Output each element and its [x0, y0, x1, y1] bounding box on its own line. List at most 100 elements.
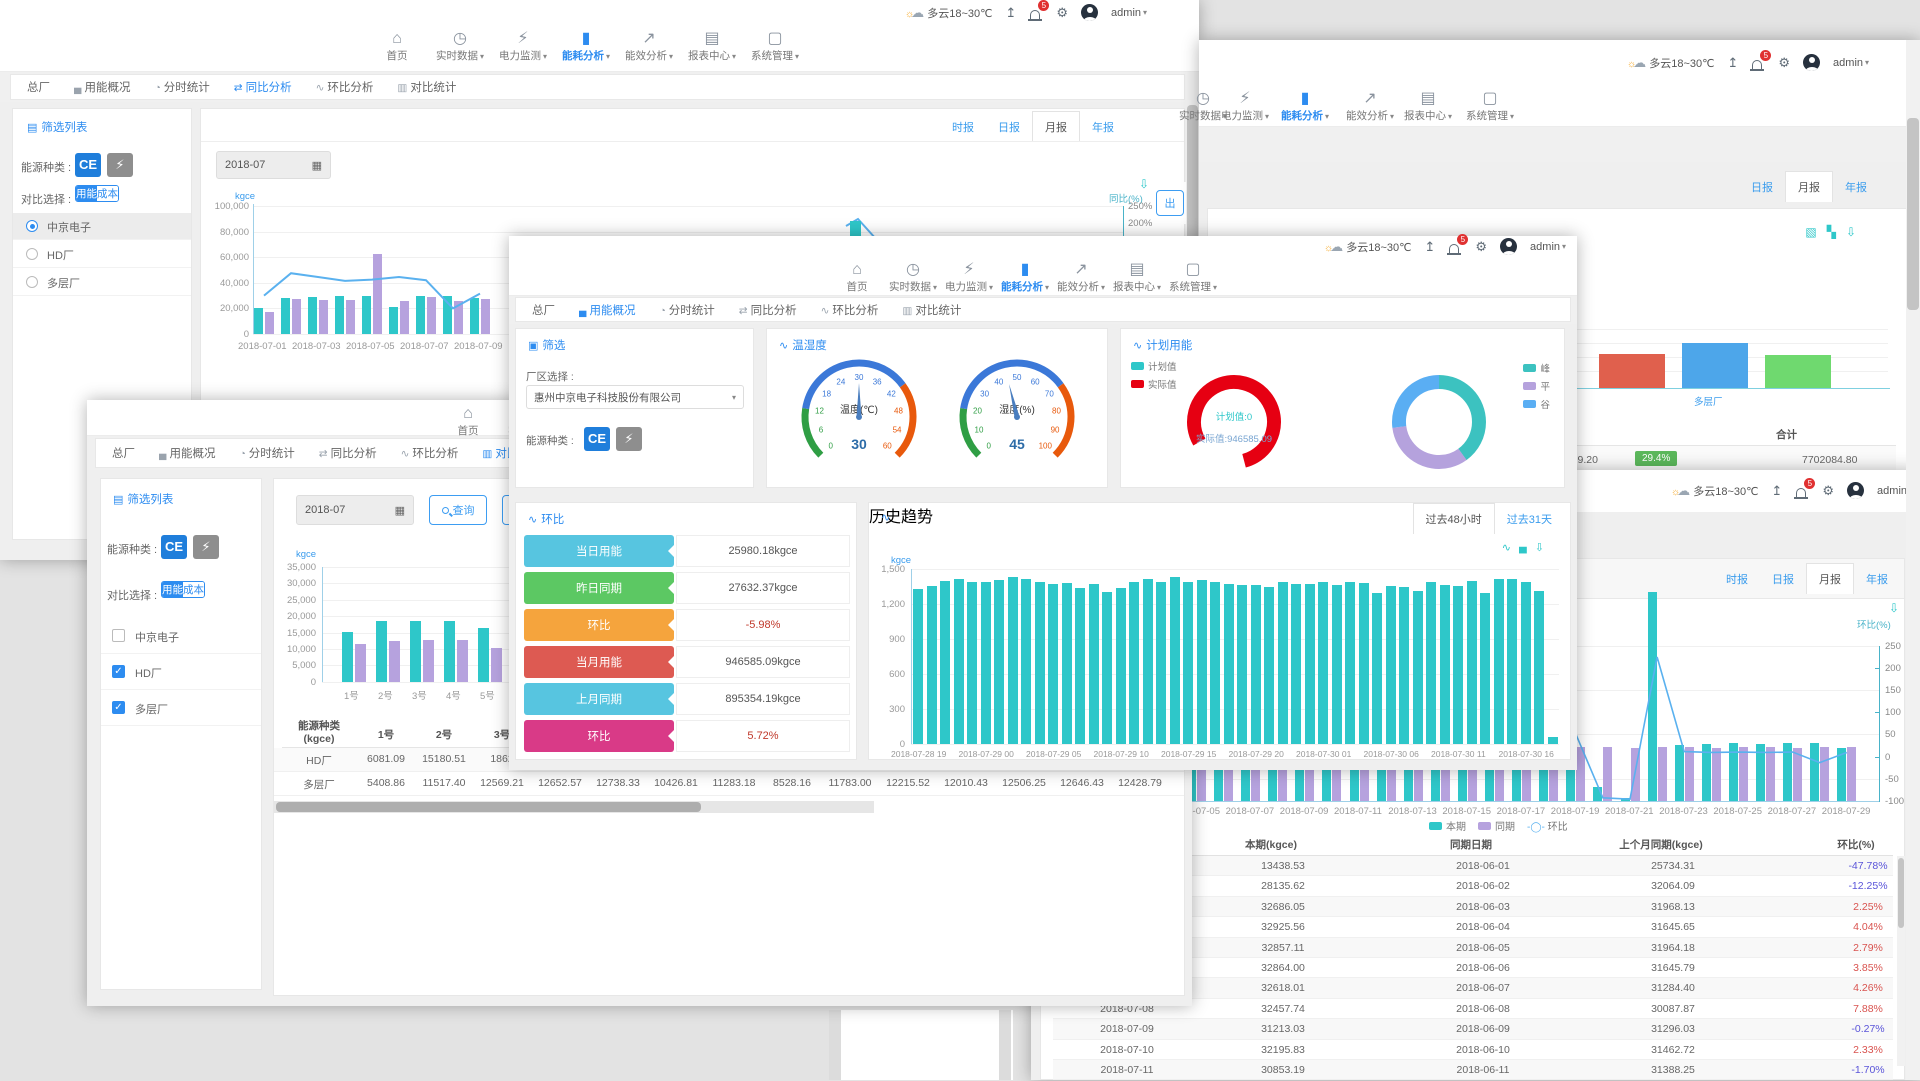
report-tab-月报[interactable]: 月报	[1806, 563, 1854, 594]
energy-electric-button[interactable]: ⚡	[193, 535, 219, 559]
legend-峰[interactable]: 峰	[1523, 361, 1550, 375]
tab-用能概况[interactable]: ▄ 用能概况	[74, 79, 130, 95]
settings-gear-icon[interactable]: ⚙	[1822, 482, 1835, 498]
download-icon[interactable]: ⇩	[1889, 601, 1900, 615]
legend-平[interactable]: 平	[1523, 379, 1550, 393]
avatar[interactable]	[1500, 238, 1518, 255]
nav-item-5[interactable]: ▤ 报表中心▾	[1106, 260, 1168, 294]
legend-谷[interactable]: 谷	[1523, 397, 1550, 411]
chart-type-icon[interactable]: ▧	[1805, 225, 1817, 239]
nav-item-2[interactable]: ⚡ 电力监测▾	[1214, 89, 1276, 123]
tab-分时统计[interactable]: ◔ 分时统计	[154, 79, 209, 95]
nav-item-2[interactable]: ⚡ 电力监测▾	[938, 260, 1000, 294]
nav-item-0[interactable]: ⌂ 首页	[826, 260, 888, 294]
legend-actual[interactable]: 实际值	[1131, 377, 1177, 391]
table-row[interactable]: 2018-07-11 30853.19 2018-06-11 31388.25 -1.7…	[1053, 1060, 1893, 1081]
checkbox-HD厂[interactable]: ✓	[112, 665, 125, 678]
energy-electric-button[interactable]: ⚡	[616, 427, 642, 451]
nav-item-3[interactable]: ▮ 能耗分析▾	[555, 29, 617, 63]
energy-ce-button[interactable]: CE	[75, 153, 101, 177]
table-h-scrollbar[interactable]	[274, 801, 874, 813]
admin-menu[interactable]: admin▾	[1530, 241, 1566, 253]
factory-select[interactable]: 惠州中京电子科技股份有限公司 ▾	[526, 385, 744, 409]
notifications-bell[interactable]: 5	[1028, 0, 1050, 21]
settings-gear-icon[interactable]: ⚙	[1778, 54, 1791, 70]
line-chart-toggle-icon[interactable]: ∿	[1501, 542, 1511, 554]
admin-menu[interactable]: admin▾	[1833, 57, 1869, 69]
download-icon[interactable]: ⇩	[1139, 177, 1150, 191]
nav-item-6[interactable]: ▢ 系统管理▾	[1459, 89, 1521, 123]
tab-分时统计[interactable]: ◔ 分时统计	[659, 302, 714, 318]
report-tab-年报[interactable]: 年报	[1092, 122, 1114, 134]
table-row[interactable]: 2018-07-0332686.052018-06-0331968.132.25…	[1053, 896, 1893, 918]
usage-option[interactable]: 用能	[76, 186, 97, 201]
energy-ce-button[interactable]: CE	[584, 427, 610, 451]
checkbox-中京电子[interactable]	[112, 629, 125, 642]
nav-item-6[interactable]: ▢ 系统管理▾	[1162, 260, 1224, 294]
table-scrollbar[interactable]	[1897, 856, 1905, 1066]
legend-previous[interactable]: 同期	[1478, 818, 1515, 833]
scrollbar-thumb[interactable]	[1898, 858, 1904, 928]
upload-icon[interactable]: ↥	[1005, 4, 1017, 20]
tab-总厂[interactable]: 总厂	[27, 79, 50, 95]
tab-总厂[interactable]: 总厂	[112, 445, 135, 461]
plant-radio-row-0[interactable]: 中京电子	[13, 213, 191, 240]
tab-同比分析[interactable]: ⇄ 同比分析	[234, 79, 292, 95]
bar-chart-toggle-icon[interactable]: ▄	[1518, 541, 1527, 553]
nav-item-2[interactable]: ⚡ 电力监测▾	[492, 29, 554, 63]
download-icon[interactable]: ⇩	[1845, 225, 1856, 239]
report-tab-月报[interactable]: 月报	[1785, 171, 1833, 202]
download-icon[interactable]: ⇩	[1534, 542, 1544, 554]
table-row[interactable]: 2018-07-09 31213.03 2018-06-09 31296.03 -0.2…	[1053, 1019, 1893, 1040]
cost-option[interactable]: 成本	[183, 582, 204, 597]
notifications-bell[interactable]: 5	[1794, 477, 1816, 499]
table-row[interactable]: 2018-07-10 32195.83 2018-06-10 31462.72 2.33…	[1053, 1039, 1893, 1060]
tab-环比分析[interactable]: ∿ 环比分析	[821, 302, 879, 318]
energy-electric-button[interactable]: ⚡	[107, 153, 133, 177]
plant-check-row-2[interactable]: ✓ 多层厂	[101, 691, 261, 726]
avatar[interactable]	[1081, 4, 1099, 21]
settings-gear-icon[interactable]: ⚙	[1475, 238, 1488, 254]
table-row[interactable]: 2018-07-0632864.002018-06-0631645.793.85…	[1053, 958, 1893, 979]
table-row[interactable]: 2018-07-0113438.532018-06-0125734.31-47.…	[1053, 856, 1893, 877]
nav-item-4[interactable]: ↗ 能效分析▾	[1050, 260, 1112, 294]
date-picker[interactable]: 2018-07 ▦	[296, 495, 414, 525]
nav-item-4[interactable]: ↗ 能效分析▾	[618, 29, 680, 63]
checkbox-多层厂[interactable]: ✓	[112, 701, 125, 714]
export-button-partial[interactable]: 出	[1156, 190, 1184, 216]
tab-用能概况[interactable]: ▄ 用能概况	[159, 445, 215, 461]
upload-icon[interactable]: ↥	[1727, 54, 1739, 70]
query-button[interactable]: 查询	[429, 495, 487, 525]
report-tab-日报[interactable]: 日报	[1751, 182, 1773, 194]
nav-item-1[interactable]: ◷ 实时数据▾	[882, 260, 944, 294]
date-picker[interactable]: 2018-07 ▦	[216, 151, 331, 179]
report-tab-日报[interactable]: 日报	[1772, 574, 1794, 586]
nav-item-4[interactable]: ↗ 能效分析▾	[1339, 89, 1401, 123]
tab-环比分析[interactable]: ∿ 环比分析	[316, 79, 374, 95]
settings-gear-icon[interactable]: ⚙	[1056, 4, 1069, 20]
tab-对比统计[interactable]: ▥对比统计	[902, 302, 961, 318]
avatar[interactable]	[1847, 482, 1865, 499]
grid-view-icon[interactable]: ▚	[1826, 225, 1836, 239]
table-row[interactable]: 多层厂 5408.86 11517.40 12569.21 12652.57 12738.…	[274, 772, 1184, 796]
plant-check-row-1[interactable]: ✓ HD厂	[101, 655, 261, 690]
tab-同比分析[interactable]: ⇄ 同比分析	[739, 302, 797, 318]
nav-item-6[interactable]: ▢ 系统管理▾	[744, 29, 806, 63]
plant-check-row-0[interactable]: 中京电子	[101, 619, 261, 654]
energy-ce-button[interactable]: CE	[161, 535, 187, 559]
plant-radio-row-2[interactable]: 多层厂	[13, 269, 191, 296]
tab-同比分析[interactable]: ⇄ 同比分析	[319, 445, 377, 461]
avatar[interactable]	[1803, 54, 1821, 71]
plant-radio-row-1[interactable]: HD厂	[13, 241, 191, 268]
nav-item-3[interactable]: ▮ 能耗分析▾	[994, 260, 1056, 294]
radio-多层厂[interactable]	[26, 276, 38, 288]
nav-item-0[interactable]: ⌂ 首页	[437, 404, 499, 438]
tab-对比统计[interactable]: ▥对比统计	[397, 79, 456, 95]
nav-item-3[interactable]: ▮ 能耗分析▾	[1274, 89, 1336, 123]
report-tab-月报[interactable]: 月报	[1032, 111, 1080, 142]
upload-icon[interactable]: ↥	[1424, 238, 1436, 254]
calendar-icon[interactable]: ▦	[311, 159, 322, 172]
nav-item-1[interactable]: ◷ 实时数据▾	[429, 29, 491, 63]
cost-option[interactable]: 成本	[97, 186, 118, 201]
tab-用能概况[interactable]: ▄ 用能概况	[579, 302, 635, 318]
